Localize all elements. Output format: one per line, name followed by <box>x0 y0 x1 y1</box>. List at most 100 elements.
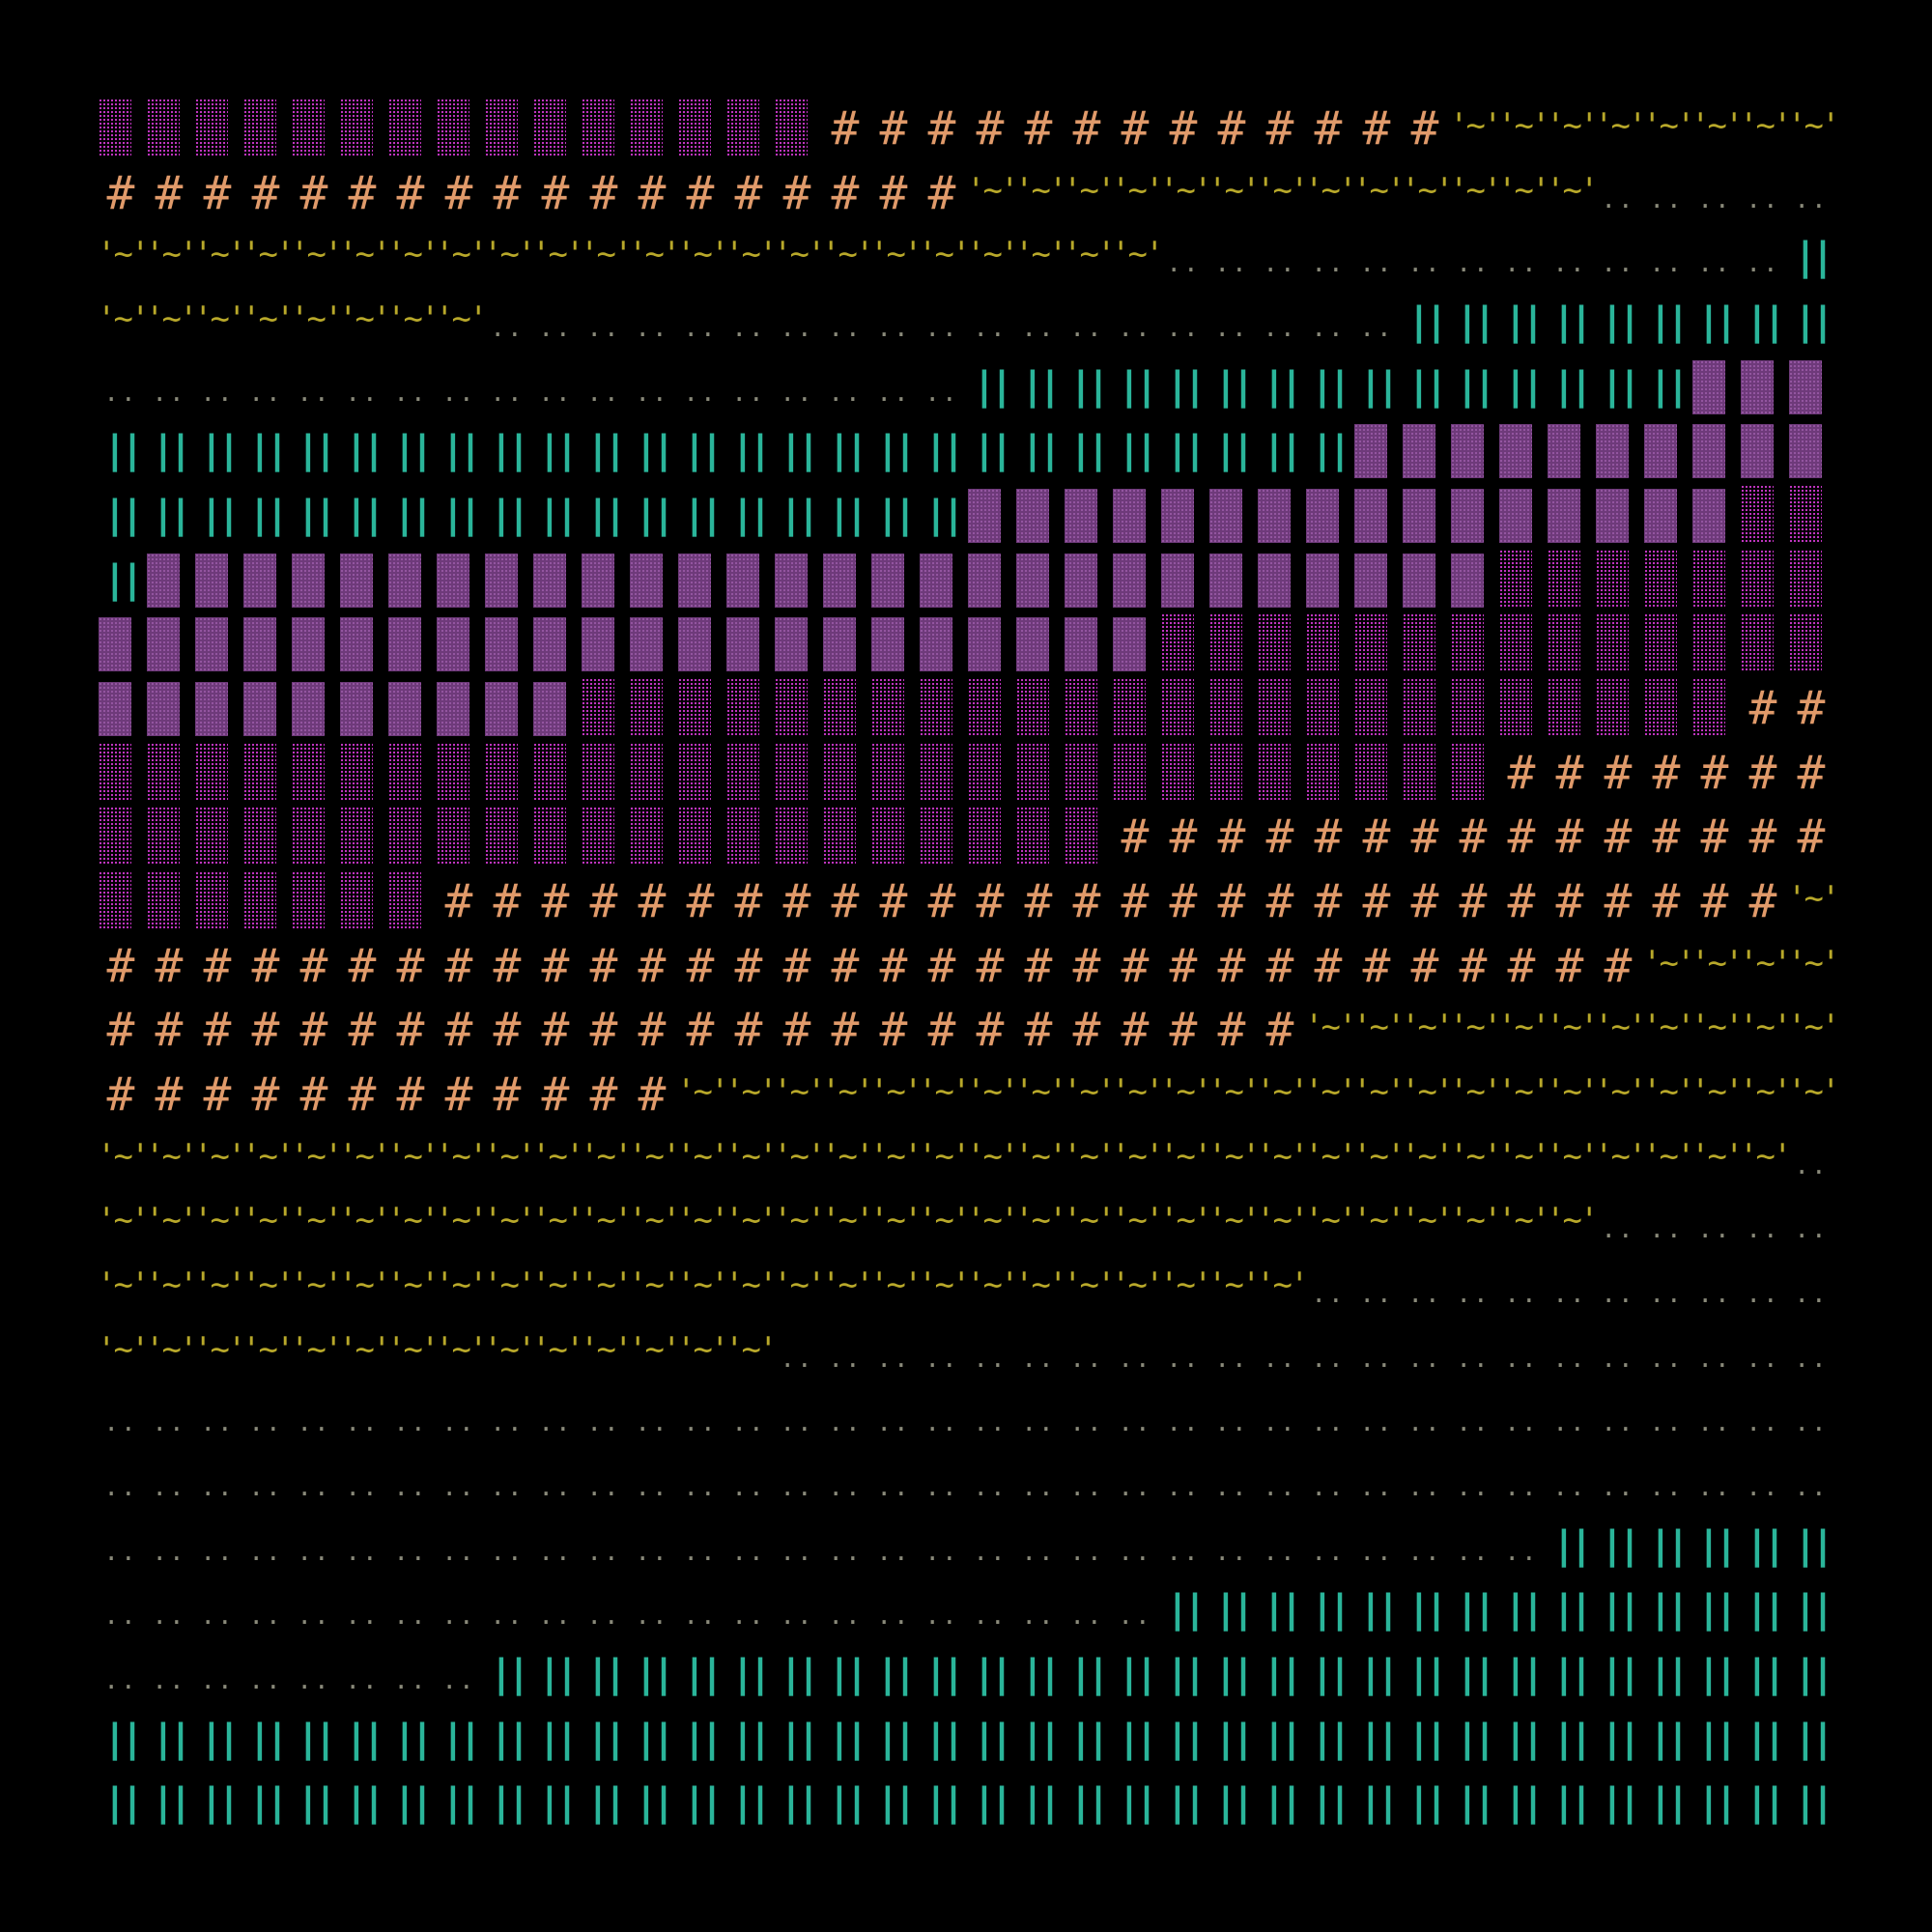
stipple-fill <box>340 807 373 866</box>
bars-glyph: || <box>193 1771 242 1835</box>
bars-glyph-char: || <box>1648 299 1690 344</box>
dots-glyph: .. <box>338 1449 386 1514</box>
hash-glyph-char: # <box>1121 101 1150 156</box>
bars-glyph: || <box>966 355 1014 419</box>
wave-glyph-char: '~' <box>97 1136 145 1176</box>
stipple-fill <box>1209 678 1242 736</box>
stipple-fill <box>1451 678 1484 736</box>
dots-glyph: .. <box>290 1384 338 1449</box>
hash-glyph-char: # <box>686 165 715 220</box>
dense-block-fill <box>533 553 566 608</box>
dots-glyph: .. <box>1546 1321 1594 1385</box>
dots-glyph: .. <box>869 1514 918 1578</box>
hash-glyph: # <box>338 1063 386 1127</box>
dots-glyph-char: .. <box>248 1537 283 1567</box>
dense-block-fill <box>1306 553 1339 608</box>
dots-glyph: .. <box>1546 1384 1594 1449</box>
hash-glyph: # <box>1304 869 1352 934</box>
dots-glyph: .. <box>1642 1449 1690 1514</box>
wave-glyph-char: '~' <box>1787 106 1835 145</box>
dots-glyph-char: .. <box>924 1408 959 1438</box>
hash-glyph-char: # <box>782 1003 811 1058</box>
hash-glyph: # <box>386 934 435 999</box>
dots-glyph-char: .. <box>297 1473 331 1502</box>
wave-glyph-char: '~' <box>290 235 338 274</box>
bars-glyph: || <box>242 483 290 548</box>
hash-glyph-char: # <box>734 874 763 928</box>
wave-glyph: '~' <box>1449 1191 1497 1256</box>
dots-glyph: .. <box>290 1449 338 1514</box>
dots-glyph-char: .. <box>200 1602 235 1632</box>
bars-glyph: || <box>1642 355 1690 419</box>
dots-glyph: .. <box>145 1642 193 1707</box>
hash-glyph-char: # <box>1555 745 1584 800</box>
wave-glyph-char: '~' <box>1642 1136 1690 1176</box>
bars-glyph: || <box>1063 1642 1111 1707</box>
bars-glyph: || <box>97 418 145 483</box>
hash-glyph-char: # <box>444 165 473 220</box>
blocks-glyph: ▓ <box>242 611 290 676</box>
dots-glyph-char: .. <box>1697 1344 1732 1374</box>
hash-glyph: # <box>1208 998 1256 1063</box>
bars-glyph: || <box>628 1707 676 1772</box>
hash-glyph: # <box>821 161 869 226</box>
dense-block-fill <box>243 682 276 736</box>
dots-glyph-char: .. <box>1601 1215 1635 1245</box>
stipple-fill <box>1789 485 1822 543</box>
dots-glyph: .. <box>531 1384 580 1449</box>
stipple-glyph: ░ <box>242 97 290 161</box>
bars-glyph-char: || <box>972 428 1013 473</box>
stipple-fill <box>99 742 131 801</box>
bars-glyph: || <box>1304 1642 1352 1707</box>
bars-glyph-char: || <box>1406 1780 1448 1826</box>
wave-glyph-char: '~' <box>580 1329 628 1369</box>
hash-glyph-char: # <box>1797 681 1826 735</box>
stipple-fill <box>1113 678 1146 736</box>
hash-glyph-char: # <box>1652 874 1681 928</box>
wave-glyph: '~' <box>1739 1127 1787 1192</box>
bars-glyph: || <box>1690 1707 1739 1772</box>
stipple-glyph: ░ <box>290 805 338 869</box>
stipple-glyph: ░ <box>1014 676 1063 741</box>
wave-glyph: '~' <box>1159 1063 1208 1127</box>
dense-block-fill <box>147 553 180 608</box>
wave-glyph-char: '~' <box>1063 1201 1111 1240</box>
dots-glyph-char: .. <box>876 1473 911 1502</box>
wave-glyph: '~' <box>773 225 821 290</box>
stipple-glyph: ░ <box>918 676 966 741</box>
wave-glyph: '~' <box>676 225 724 290</box>
stipple-fill <box>775 99 808 156</box>
wave-glyph-char: '~' <box>773 1265 821 1304</box>
hash-glyph: # <box>145 1063 193 1127</box>
dots-glyph-char: .. <box>1552 1473 1587 1502</box>
dots-glyph: .. <box>1594 161 1642 226</box>
wave-glyph-char: '~' <box>1014 170 1063 210</box>
hash-glyph-char: # <box>299 165 328 220</box>
hash-glyph: # <box>628 161 676 226</box>
hash-glyph-char: # <box>1314 874 1343 928</box>
stipple-fill <box>1741 549 1774 608</box>
wave-glyph-char: '~' <box>338 1201 386 1240</box>
bars-glyph: || <box>1449 1707 1497 1772</box>
dots-glyph: .. <box>580 355 628 419</box>
hash-glyph: # <box>1594 805 1642 869</box>
wave-glyph: '~' <box>1739 1063 1787 1127</box>
bars-glyph: || <box>1594 1707 1642 1772</box>
wave-glyph-char: '~' <box>1014 1136 1063 1176</box>
wave-glyph: '~' <box>1497 1191 1546 1256</box>
wave-glyph-char: '~' <box>435 1201 483 1240</box>
wave-glyph-char: '~' <box>435 1329 483 1369</box>
wave-glyph: '~' <box>966 1191 1014 1256</box>
blocks-glyph: ▓ <box>580 611 628 676</box>
hash-glyph-char: # <box>1410 874 1439 928</box>
wave-glyph-char: '~' <box>193 299 242 338</box>
wave-glyph-char: '~' <box>1304 1072 1352 1111</box>
dense-block-fill <box>630 553 663 608</box>
stipple-glyph: ░ <box>1401 611 1449 676</box>
bars-glyph-char: || <box>1648 1652 1690 1696</box>
blocks-glyph: ▓ <box>386 676 435 741</box>
bars-glyph-char: || <box>1600 1716 1641 1761</box>
dots-glyph: .. <box>242 1642 290 1707</box>
wave-glyph-char: '~' <box>1497 106 1546 145</box>
bars-glyph: || <box>386 483 435 548</box>
